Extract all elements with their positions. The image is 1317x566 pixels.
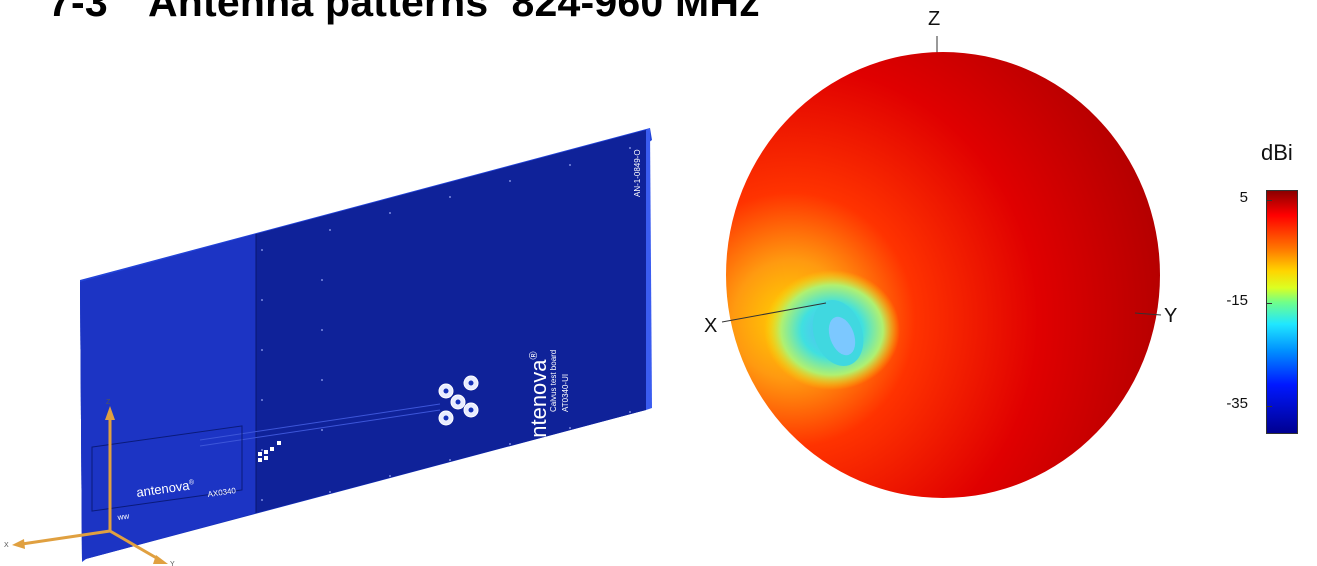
board-logo-sub2: AT0340-UI [561, 374, 570, 412]
colorbar-title: dBi [1261, 140, 1293, 165]
board-logo-sub1: Calvus test board [549, 350, 558, 412]
board-holes [261, 147, 631, 501]
pattern-axis-x-label: X [704, 315, 718, 337]
board-axis-x-label: X [4, 542, 9, 549]
smd-pads [258, 441, 281, 462]
heading-number: 7-3 [48, 0, 108, 25]
colorbar-tick-mark [1266, 200, 1272, 202]
pattern-x-axis-line [721, 302, 827, 323]
board-shape [80, 128, 652, 562]
radiation-null-center [828, 316, 856, 356]
colorbar-tick-mark [1266, 303, 1272, 305]
colorbar-tick-label: -35 [1226, 395, 1248, 413]
pattern-y-axis-line [1134, 312, 1162, 316]
radiation-pattern-3d [721, 36, 1162, 498]
heading-title: Antenna patterns 824-960 MHz [148, 0, 760, 25]
board-axis-labels: X Y Z [4, 399, 175, 566]
board-part-code: AN-1-0849-O [633, 149, 642, 197]
board-logo-small: antenova® [135, 477, 196, 500]
radiation-sphere [726, 52, 1160, 498]
pattern-axis-y-label: Y [1164, 305, 1178, 327]
colorbar-tick-mark [1266, 406, 1272, 408]
colorbar-tick-label: 5 [1239, 189, 1248, 207]
board-axis-z-label: Z [106, 399, 111, 406]
feed-line [199, 403, 441, 447]
board-logo-main: antenova® [526, 351, 551, 450]
colorbar-tick-label: -15 [1226, 292, 1248, 310]
chip-antenna-outline [91, 425, 243, 512]
board-corner-mark: ww [116, 511, 130, 522]
board-chip-label: AX0340 [207, 486, 237, 499]
page-heading: 7-3 Antenna patterns 824-960 MHz [48, 0, 760, 26]
pattern-axis-z-label: Z [928, 8, 941, 30]
sma-connector-centers [443, 380, 474, 421]
board-silkscreen: antenova® Calvus test board AT0340-UI AN… [116, 149, 642, 522]
board-axis-triad [12, 406, 168, 564]
board-axis-y-label: Y [170, 561, 175, 566]
colorbar-gradient [1266, 190, 1298, 434]
test-board-model: antenova® Calvus test board AT0340-UI AN… [4, 128, 652, 566]
